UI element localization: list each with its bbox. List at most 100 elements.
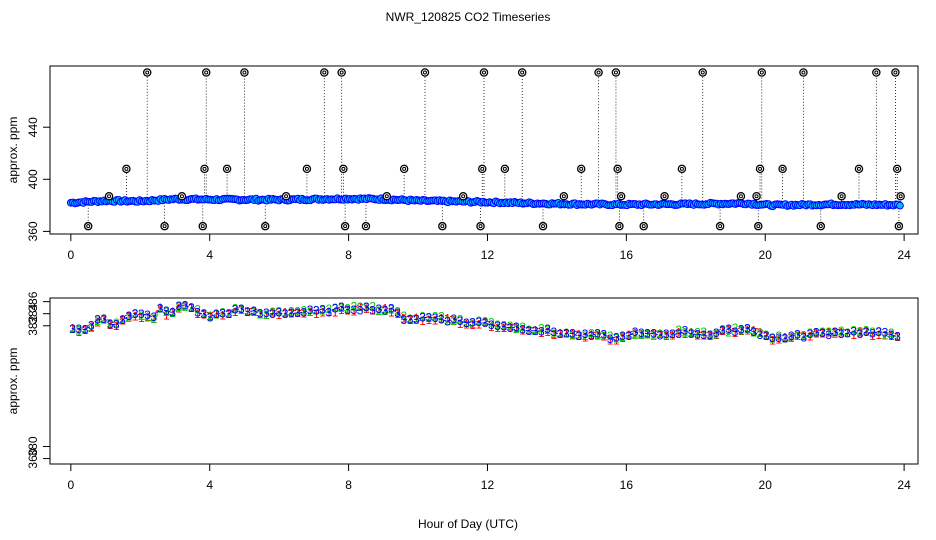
flagged-point-inner bbox=[896, 224, 901, 229]
series-marker: 2 bbox=[400, 309, 407, 323]
flagged-point-inner bbox=[242, 70, 247, 75]
series-marker: 3 bbox=[619, 329, 626, 343]
series-marker: 2 bbox=[288, 304, 295, 318]
flagged-point-inner bbox=[561, 194, 566, 199]
series-marker: 3 bbox=[882, 326, 889, 340]
series-marker: 2 bbox=[457, 312, 464, 326]
flagged-point-inner bbox=[801, 70, 806, 75]
series-marker: 3 bbox=[444, 314, 451, 328]
series-marker: 3 bbox=[419, 311, 426, 325]
x-tick-label: 12 bbox=[481, 248, 495, 262]
plot-frame-bottom bbox=[49, 297, 919, 465]
flagged-point-inner bbox=[343, 224, 348, 229]
flagged-point-inner bbox=[284, 194, 289, 199]
series-marker: 1 bbox=[282, 305, 289, 319]
flagged-point bbox=[594, 68, 603, 77]
series-marker: 2 bbox=[294, 304, 301, 318]
series-marker: 2 bbox=[738, 324, 745, 338]
flagged-point-inner bbox=[200, 224, 205, 229]
flagged-point-inner bbox=[339, 70, 344, 75]
series-marker: 3 bbox=[813, 326, 820, 340]
flagged-point bbox=[538, 221, 548, 231]
series-marker: 1 bbox=[732, 326, 739, 340]
series-line bbox=[72, 301, 898, 339]
flagged-point bbox=[420, 68, 430, 77]
flagged-point bbox=[559, 191, 569, 201]
series-marker: 2 bbox=[657, 327, 664, 341]
flagged-point-inner bbox=[619, 194, 624, 199]
series-marker: 1 bbox=[850, 328, 857, 342]
series-marker: 3 bbox=[432, 311, 439, 325]
series-marker: 3 bbox=[188, 301, 195, 315]
series-marker: 3 bbox=[694, 327, 701, 341]
series-marker: 1 bbox=[663, 329, 670, 343]
flagged-point bbox=[399, 164, 409, 174]
flagged-point bbox=[837, 191, 846, 201]
series-marker: 1 bbox=[800, 329, 807, 343]
series-marker: 2 bbox=[719, 323, 726, 337]
series-marker: 1 bbox=[350, 304, 357, 318]
flagged-point-inner bbox=[482, 70, 486, 75]
x-tick-label: 24 bbox=[897, 248, 911, 262]
series-marker: 2 bbox=[138, 309, 145, 323]
series-marker: 1 bbox=[557, 326, 564, 340]
series-marker: 2 bbox=[550, 327, 557, 341]
series-marker: 1 bbox=[238, 303, 245, 317]
flagged-point-inner bbox=[520, 70, 525, 75]
flagged-point bbox=[894, 221, 904, 231]
series-marker: 2 bbox=[357, 300, 364, 314]
series-marker: 3 bbox=[894, 330, 901, 344]
series-marker: 3 bbox=[88, 319, 95, 333]
data-point bbox=[896, 201, 904, 210]
series-marker: 1 bbox=[88, 320, 95, 334]
flagged-point-inner bbox=[839, 194, 844, 199]
series-marker: 3 bbox=[232, 302, 239, 316]
series-marker: 2 bbox=[375, 304, 382, 318]
flagged-point-inner bbox=[179, 194, 184, 199]
flagged-point bbox=[438, 221, 447, 231]
series-marker: 1 bbox=[725, 323, 732, 337]
series-marker: 2 bbox=[588, 327, 595, 341]
series-marker: 3 bbox=[638, 326, 645, 340]
series-marker: 3 bbox=[507, 321, 514, 335]
flagged-point bbox=[677, 164, 687, 174]
series-marker: 2 bbox=[625, 328, 632, 342]
series-marker: 3 bbox=[300, 305, 307, 319]
flagged-point bbox=[83, 221, 93, 231]
flagged-point bbox=[872, 68, 881, 77]
series-marker: 2 bbox=[632, 328, 639, 342]
series-marker: 2 bbox=[575, 329, 582, 343]
flagged-point bbox=[458, 191, 468, 201]
series-marker: 3 bbox=[707, 328, 714, 342]
series-marker: 1 bbox=[207, 309, 214, 323]
flagged-point-inner bbox=[225, 166, 230, 171]
flagged-point-inner bbox=[898, 194, 903, 199]
series-marker: 3 bbox=[513, 320, 520, 334]
series-marker: 2 bbox=[794, 329, 801, 343]
series-marker: 3 bbox=[344, 303, 351, 317]
series-marker: 3 bbox=[488, 318, 495, 332]
x-tick-label: 20 bbox=[759, 478, 773, 492]
series-marker: 3 bbox=[782, 332, 789, 346]
series-marker: 1 bbox=[275, 308, 282, 322]
series-marker: 3 bbox=[113, 318, 120, 332]
series-marker: 3 bbox=[819, 326, 826, 340]
series-marker: 3 bbox=[607, 332, 614, 346]
series-marker: 3 bbox=[750, 325, 757, 339]
series-marker: 1 bbox=[482, 315, 489, 329]
series-marker: 2 bbox=[232, 302, 239, 316]
series-marker: 1 bbox=[619, 331, 626, 345]
series-marker: 3 bbox=[207, 310, 214, 324]
flagged-point bbox=[517, 68, 527, 77]
y-tick-label: 382 bbox=[26, 315, 40, 335]
series-marker: 1 bbox=[538, 326, 545, 340]
series-marker: 3 bbox=[357, 303, 364, 317]
series-marker: 3 bbox=[625, 329, 632, 343]
series-marker: 3 bbox=[125, 309, 132, 323]
series-marker: 3 bbox=[644, 327, 651, 341]
series-marker: 2 bbox=[257, 308, 264, 322]
series-marker: 3 bbox=[863, 325, 870, 339]
series-marker: 2 bbox=[800, 329, 807, 343]
series-marker: 1 bbox=[794, 329, 801, 343]
series-marker: 2 bbox=[807, 326, 814, 340]
